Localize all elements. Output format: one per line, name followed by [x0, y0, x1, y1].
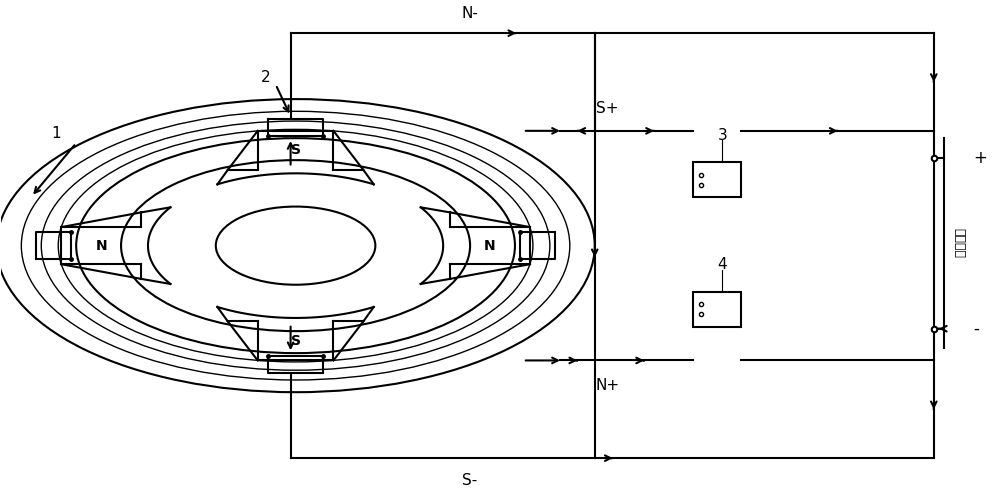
Text: S-: S- — [462, 473, 478, 488]
Text: 2: 2 — [261, 70, 270, 85]
Text: N: N — [95, 239, 107, 252]
Text: +: + — [974, 149, 988, 167]
Text: N: N — [484, 239, 496, 252]
Text: 4: 4 — [718, 257, 727, 272]
Text: N-: N- — [462, 6, 479, 21]
Text: S: S — [291, 143, 301, 157]
Text: S+: S+ — [596, 101, 618, 116]
Text: 3: 3 — [718, 128, 727, 143]
Text: 励磁电源: 励磁电源 — [952, 228, 965, 258]
Text: 1: 1 — [51, 126, 61, 141]
Text: S: S — [291, 334, 301, 348]
Bar — [693, 162, 741, 197]
Text: N+: N+ — [595, 378, 619, 392]
Text: -: - — [974, 319, 980, 338]
Bar — [693, 291, 741, 327]
